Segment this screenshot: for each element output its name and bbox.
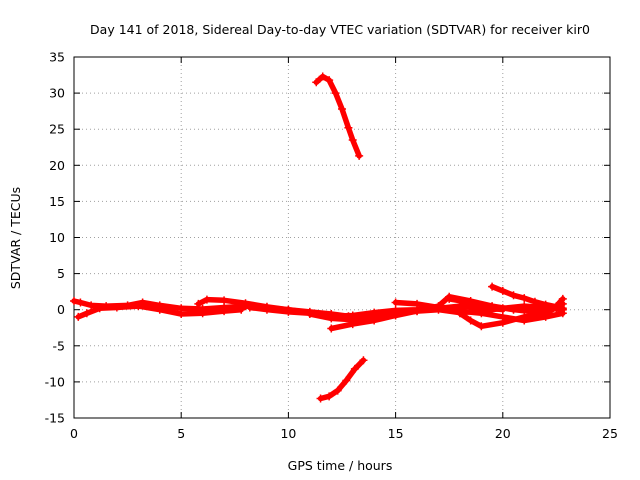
data-point bbox=[466, 298, 475, 307]
y-tick-label: -15 bbox=[45, 411, 65, 426]
data-point bbox=[509, 304, 518, 313]
data-point bbox=[262, 305, 271, 314]
data-point bbox=[558, 304, 567, 313]
x-tick-label: 25 bbox=[602, 426, 618, 441]
data-point bbox=[498, 286, 507, 295]
axis-layer: 0 5 10 15 20 25 -15 -10 -5 0 5 10 15 20 25 30 35 bbox=[45, 50, 618, 442]
y-tick-label: 10 bbox=[49, 230, 65, 245]
data-point bbox=[344, 123, 353, 132]
y-tick-label: 35 bbox=[49, 50, 65, 65]
data-point bbox=[434, 303, 443, 312]
data-point bbox=[134, 302, 143, 311]
data-layer bbox=[70, 72, 567, 403]
data-point bbox=[155, 305, 164, 314]
data-point bbox=[220, 296, 229, 305]
data-point bbox=[194, 299, 203, 308]
data-point bbox=[477, 322, 486, 331]
y-tick-label: 25 bbox=[49, 122, 65, 137]
data-point bbox=[342, 376, 351, 385]
data-point bbox=[530, 307, 539, 316]
data-point bbox=[509, 291, 518, 300]
data-point bbox=[74, 312, 83, 321]
data-point bbox=[359, 356, 368, 365]
data-point bbox=[95, 304, 104, 313]
data-point bbox=[202, 295, 211, 304]
y-tick-label: 0 bbox=[57, 302, 65, 317]
data-point bbox=[355, 151, 364, 160]
y-tick-label: 15 bbox=[49, 194, 65, 209]
data-point bbox=[241, 299, 250, 308]
data-point bbox=[370, 316, 379, 325]
data-point bbox=[245, 303, 254, 312]
data-point bbox=[348, 136, 357, 145]
data-point bbox=[316, 394, 325, 403]
data-point bbox=[198, 309, 207, 318]
chart-title: Day 141 of 2018, Sidereal Day-to-day VTE… bbox=[90, 22, 590, 37]
series-track-upper-arc bbox=[312, 72, 364, 160]
data-point bbox=[237, 305, 246, 314]
data-point bbox=[327, 314, 336, 323]
data-point bbox=[466, 316, 475, 325]
series-track-late-5 bbox=[445, 294, 567, 316]
data-point bbox=[350, 364, 359, 373]
data-point bbox=[220, 307, 229, 316]
data-point bbox=[391, 298, 400, 307]
data-point bbox=[520, 312, 529, 321]
y-tick-label: 20 bbox=[49, 158, 65, 173]
data-point bbox=[413, 307, 422, 316]
data-point bbox=[445, 294, 454, 303]
data-point bbox=[338, 104, 346, 113]
data-point bbox=[348, 320, 357, 329]
x-tick-label: 20 bbox=[495, 426, 511, 441]
series-track-lower-arc bbox=[316, 356, 368, 403]
data-point bbox=[312, 78, 321, 87]
data-point bbox=[530, 297, 539, 306]
x-tick-label: 0 bbox=[70, 426, 78, 441]
x-tick-label: 5 bbox=[177, 426, 185, 441]
data-point bbox=[318, 72, 327, 81]
data-point bbox=[325, 76, 334, 85]
data-point bbox=[327, 324, 336, 333]
data-point bbox=[498, 318, 507, 327]
x-tick-label: 15 bbox=[388, 426, 404, 441]
y-tick-label: -5 bbox=[53, 338, 65, 353]
data-point bbox=[558, 294, 567, 303]
y-axis-label: SDTVAR / TECUs bbox=[8, 187, 23, 289]
series-track bbox=[75, 303, 244, 320]
data-point bbox=[325, 392, 334, 401]
series-track-early-2 bbox=[74, 302, 246, 321]
data-point bbox=[413, 299, 422, 308]
y-tick-label: 5 bbox=[57, 266, 65, 281]
data-point bbox=[391, 311, 400, 320]
data-point bbox=[76, 298, 85, 307]
data-point bbox=[333, 386, 342, 395]
data-point bbox=[477, 309, 486, 318]
data-point bbox=[82, 309, 91, 318]
data-point bbox=[455, 309, 464, 318]
x-axis-label: GPS time / hours bbox=[288, 458, 393, 473]
data-point bbox=[284, 307, 293, 316]
data-point bbox=[488, 282, 497, 291]
data-point bbox=[552, 302, 561, 311]
data-point bbox=[177, 310, 186, 319]
data-point bbox=[488, 302, 497, 311]
data-point bbox=[331, 89, 340, 98]
data-point bbox=[520, 294, 529, 303]
y-tick-label: -10 bbox=[45, 374, 65, 389]
data-point bbox=[87, 301, 96, 310]
x-tick-label: 10 bbox=[280, 426, 296, 441]
data-point bbox=[305, 310, 314, 319]
y-tick-label: 30 bbox=[49, 86, 65, 101]
data-point bbox=[70, 297, 78, 306]
data-point bbox=[112, 303, 121, 312]
